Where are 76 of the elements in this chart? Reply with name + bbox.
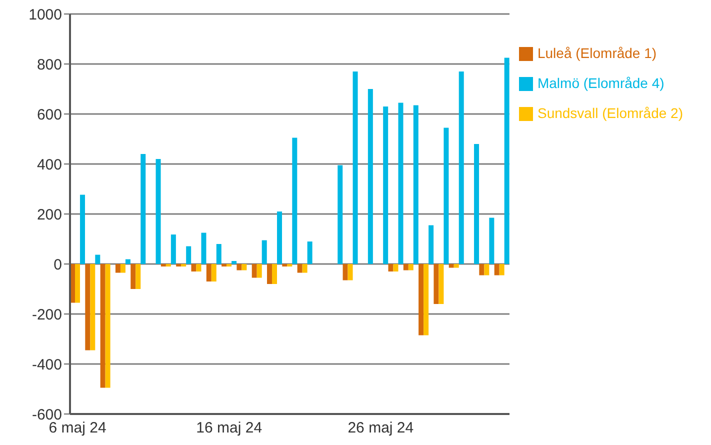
bar [408,264,414,270]
bar [494,264,500,276]
bar [211,264,216,282]
bar [418,264,424,336]
bar [196,264,202,272]
y-tick-label: -200 [32,306,62,324]
bar [267,264,272,284]
bar [115,264,120,273]
y-tick-label: 200 [36,206,62,224]
bar [206,264,212,282]
bar [156,159,161,264]
bar [448,264,454,268]
bar [292,138,298,264]
bar [428,225,434,264]
bar [338,165,343,264]
bar [216,244,222,264]
bar [120,264,126,273]
bar [434,264,439,304]
bar [136,264,141,289]
bar [236,264,242,270]
bar [262,240,267,264]
bar [170,234,176,264]
bar [186,246,192,264]
y-tick-label: 800 [36,56,62,74]
bar [191,264,196,272]
bar [85,264,90,350]
bar [444,128,449,264]
bar [352,72,358,264]
bar [393,264,398,272]
bar [100,264,106,388]
bar [458,72,464,264]
bar [504,58,510,264]
bar [80,194,85,264]
bar [302,264,308,273]
bar [398,102,404,264]
bar [201,232,206,264]
bar [90,264,96,350]
bar [413,105,418,264]
y-tick-label: 600 [36,106,62,124]
bar [252,264,257,278]
bar [454,264,459,268]
bar [348,264,353,280]
bar [95,254,100,264]
y-tick-label: -400 [32,356,62,374]
y-tick-label: 0 [54,256,62,274]
bar [424,264,429,336]
legend-label: Luleå (Elområde 1) [537,45,657,61]
bar [75,264,80,303]
bar [499,264,504,276]
bar [297,264,302,273]
bar [105,264,110,388]
bar [307,242,312,264]
bar [484,264,490,276]
bar [489,218,494,264]
bar [342,264,348,280]
x-tick-label: 26 maj 24 [348,420,414,437]
y-tick-label: 400 [36,156,62,174]
bar [242,264,247,270]
legend-label: Malmö (Elområde 4) [537,75,664,91]
y-tick-label: 1000 [28,6,62,24]
bar [140,154,146,264]
bar [474,144,480,264]
bar [383,106,388,264]
bar [277,212,282,264]
bar [388,264,394,272]
bar [232,261,237,264]
bar [272,264,278,284]
bar [403,264,408,270]
bar [130,264,136,289]
x-tick-label: 16 maj 24 [196,420,262,437]
bar [368,89,373,264]
bar [479,264,484,276]
bar [438,264,444,304]
bar [256,264,262,278]
bar [125,259,130,264]
legend-label: Sundsvall (Elområde 2) [537,105,683,121]
